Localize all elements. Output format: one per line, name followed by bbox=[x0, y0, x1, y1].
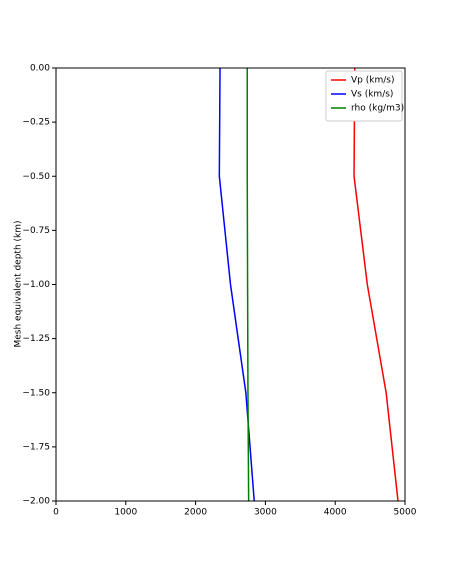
y-tick-label: −0.50 bbox=[22, 172, 50, 182]
x-tick-label: 0 bbox=[53, 508, 59, 518]
x-tick-label: 4000 bbox=[324, 508, 347, 518]
series-line bbox=[246, 68, 250, 502]
legend-label: rho (kg/m3) bbox=[351, 104, 404, 114]
y-tick-label: −0.25 bbox=[22, 118, 50, 128]
x-tick-label: 3000 bbox=[254, 508, 277, 518]
y-tick-label: −1.00 bbox=[22, 280, 50, 290]
y-tick-label: −1.50 bbox=[22, 388, 50, 398]
y-tick-label: 0.00 bbox=[30, 64, 50, 74]
x-tick-label: 1000 bbox=[114, 508, 137, 518]
y-tick-label: −2.00 bbox=[22, 497, 50, 507]
y-tick-label: −1.25 bbox=[22, 334, 50, 344]
y-tick-label: −0.75 bbox=[22, 226, 50, 236]
x-tick-label: 5000 bbox=[394, 508, 417, 518]
series-line bbox=[353, 67, 399, 502]
y-axis-label: Mesh equivalent depth (km) bbox=[14, 220, 24, 347]
x-tick-label: 2000 bbox=[184, 508, 207, 518]
series-line bbox=[218, 67, 255, 502]
y-tick-label: −1.75 bbox=[22, 442, 50, 452]
legend-label: Vs (km/s) bbox=[351, 90, 393, 100]
legend-label: Vp (km/s) bbox=[351, 76, 394, 86]
plot-frame bbox=[55, 67, 406, 502]
